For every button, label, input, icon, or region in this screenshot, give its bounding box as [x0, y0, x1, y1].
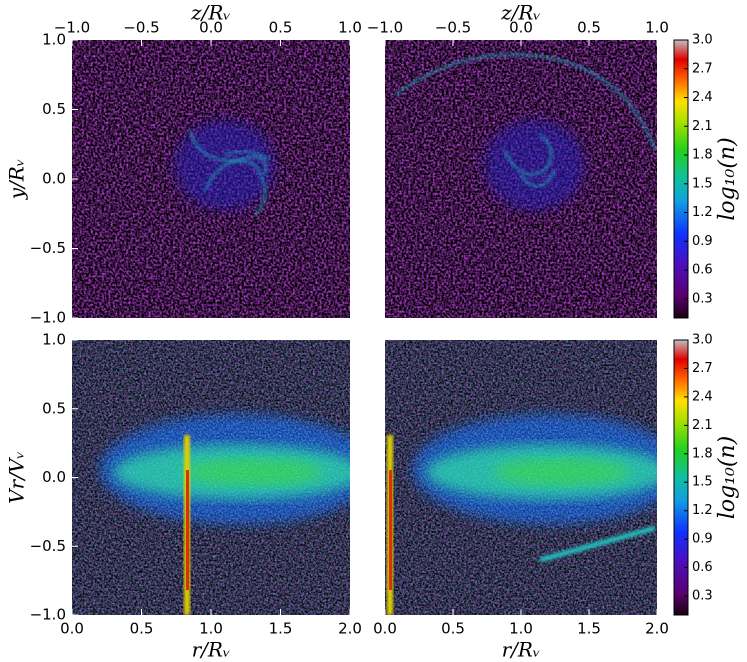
- y-tick-label: 0.0: [42, 170, 66, 188]
- colorbar-label: log₁₀(n): [715, 436, 740, 519]
- colorbar-tick-label: 0.3: [692, 589, 713, 604]
- density-core: [484, 120, 585, 211]
- x-tick-label: 0.0: [373, 620, 397, 638]
- x-tick-label: 0.0: [509, 19, 533, 37]
- heatmap: [72, 340, 350, 615]
- colorbar-tick-label: 2.1: [692, 119, 713, 134]
- x-axis-label: z/Rᵥ: [500, 1, 541, 25]
- colorbar-tick-label: 0.9: [692, 234, 713, 249]
- filament: [204, 160, 266, 216]
- y-axis-label: y/Rᵥ: [5, 159, 29, 201]
- y-tick-label: −0.5: [30, 537, 66, 555]
- density-speckle: [385, 340, 657, 615]
- colorbar-label: log₁₀(n): [715, 137, 740, 220]
- colorbar-tick-label: 1.8: [692, 446, 713, 461]
- colorbar-tick-label: 1.2: [692, 205, 713, 220]
- colorbar-tick-label: 3.0: [692, 33, 713, 48]
- heatmap: [72, 40, 350, 318]
- colorbar: [673, 39, 689, 319]
- y-tick-label: −1.0: [30, 309, 66, 327]
- x-tick-label: 0.5: [577, 19, 601, 37]
- y-tick-label: 1.0: [42, 31, 66, 49]
- x-tick-label: −0.5: [435, 19, 471, 37]
- x-tick-label: −0.5: [123, 19, 159, 37]
- colorbar-tick-label: 0.3: [692, 291, 713, 306]
- y-tick-label: −1.0: [30, 606, 66, 624]
- colorbar-tick-label: 2.7: [692, 361, 713, 376]
- colorbar-tick-label: 2.4: [692, 90, 713, 105]
- x-tick-label: 2.0: [338, 620, 362, 638]
- colorbar-tick-label: 1.5: [692, 475, 713, 490]
- colorbar-tick-label: 1.5: [692, 176, 713, 191]
- heatmap: [385, 40, 657, 318]
- x-tick-label: 0.5: [269, 19, 293, 37]
- x-tick-label: 2.0: [645, 620, 669, 638]
- filament: [504, 134, 553, 176]
- x-tick-label: 1.5: [577, 620, 601, 638]
- colorbar-tick-label: 3.0: [692, 333, 713, 348]
- y-tick-label: 1.0: [42, 331, 66, 349]
- x-axis-label: r/Rᵥ: [502, 638, 541, 662]
- density-speckle: [72, 340, 350, 615]
- y-tick-label: −0.5: [30, 239, 66, 257]
- x-tick-label: 1.0: [338, 19, 362, 37]
- x-tick-label: 1.0: [509, 620, 533, 638]
- filament: [224, 150, 271, 161]
- heatmap: [385, 340, 657, 615]
- stream-core: [389, 470, 392, 590]
- colorbar-tick-label: 0.6: [692, 560, 713, 575]
- stream-core: [186, 470, 189, 590]
- colorbar-tick-label: 1.2: [692, 503, 713, 518]
- colorbar-tick-label: 1.8: [692, 148, 713, 163]
- colorbar: [673, 339, 689, 616]
- x-tick-label: −1.0: [54, 19, 90, 37]
- filament: [519, 169, 556, 188]
- y-tick-label: 0.0: [42, 468, 66, 486]
- x-tick-label: 1.5: [269, 620, 293, 638]
- streak: [539, 525, 656, 563]
- colorbar-tick-label: 2.1: [692, 418, 713, 433]
- colorbar-tick-label: 0.6: [692, 263, 713, 278]
- x-tick-label: 0.5: [130, 620, 154, 638]
- x-tick-label: −1.0: [367, 19, 403, 37]
- filament: [394, 53, 656, 151]
- x-tick-label: 0.0: [60, 620, 84, 638]
- x-tick-label: 0.5: [441, 620, 465, 638]
- colorbar-tick-label: 0.9: [692, 532, 713, 547]
- colorbar-tick-label: 2.7: [692, 61, 713, 76]
- x-tick-label: 1.0: [199, 620, 223, 638]
- x-tick-label: 1.0: [645, 19, 669, 37]
- x-axis-label: z/Rᵥ: [190, 1, 231, 25]
- y-tick-label: 0.5: [42, 399, 66, 417]
- y-tick-label: 0.5: [42, 100, 66, 118]
- x-tick-label: 0.0: [199, 19, 223, 37]
- y-axis-label: Vr/Vᵥ: [5, 451, 29, 504]
- colorbar-tick-label: 2.4: [692, 389, 713, 404]
- x-axis-label: r/Rᵥ: [192, 638, 231, 662]
